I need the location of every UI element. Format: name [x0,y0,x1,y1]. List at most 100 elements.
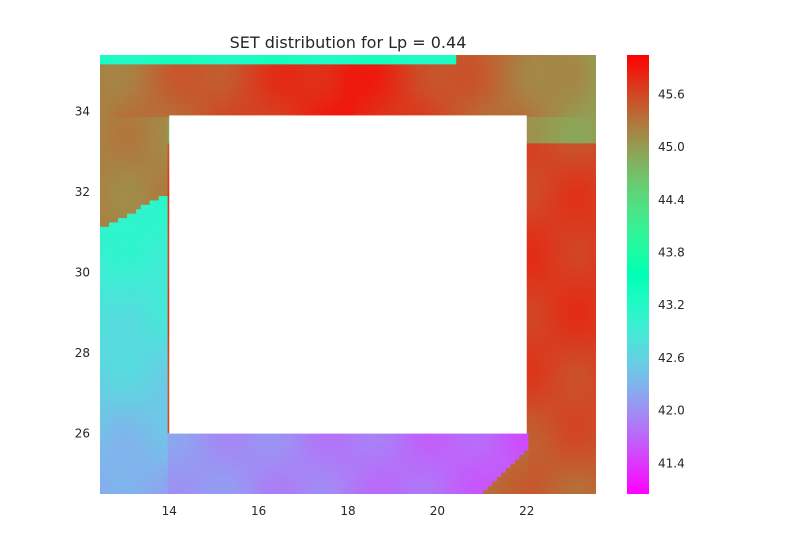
heatmap-cell [487,467,493,473]
heatmap-cell [131,393,137,399]
heatmap-cell [420,450,426,456]
heatmap-cell [361,432,367,438]
heatmap-cell [582,423,588,429]
heatmap-cell [307,485,313,491]
heatmap-cell [537,379,543,385]
heatmap-cell [573,300,579,306]
heatmap-cell [172,485,178,491]
heatmap-cell [465,489,471,494]
heatmap-cell [185,441,191,447]
heatmap-cell [550,467,557,473]
heatmap-cell [100,472,106,478]
heatmap-cell [145,436,151,442]
heatmap-cell [550,305,557,311]
heatmap-cell [514,445,520,451]
heatmap-cell [532,450,538,456]
heatmap-cell [145,331,151,337]
heatmap-cell [118,485,124,491]
heatmap-cell [447,458,453,464]
heatmap-cell [442,458,448,464]
heatmap-cell [154,388,160,394]
heatmap-cell [113,349,119,355]
heatmap-cell [100,480,106,486]
heatmap-cell [532,349,538,355]
heatmap-cell [591,340,596,346]
heatmap-cell [532,445,538,451]
heatmap-cell [325,472,331,478]
heatmap-cell [338,480,345,486]
heatmap-cell [338,489,345,494]
heatmap-cell [537,401,543,407]
heatmap-cell [100,485,106,491]
heatmap-cell [118,309,124,315]
heatmap-cell [366,476,372,482]
heatmap-cell [118,480,124,486]
heatmap-cell [131,349,137,355]
heatmap-cell [190,489,196,494]
heatmap-cell [118,318,124,324]
heatmap-cell [357,463,363,469]
heatmap-cell [176,489,182,494]
heatmap-cell [257,450,263,456]
heatmap-cell [550,401,557,407]
heatmap-cell [532,318,538,324]
heatmap-cell [546,388,552,394]
heatmap-cell [131,331,137,337]
heatmap-cell [586,480,593,486]
heatmap-cell [167,476,173,482]
heatmap-cell [149,371,155,377]
heatmap-cell [573,296,579,302]
heatmap-cell [573,397,579,403]
heatmap-cell [546,450,552,456]
heatmap-cell [118,357,124,363]
heatmap-cell [203,450,209,456]
heatmap-cell [158,388,164,394]
heatmap-cell [320,489,327,494]
heatmap-cell [568,432,575,438]
heatmap-cell [348,441,354,447]
heatmap-cell [582,349,588,355]
heatmap-cell [271,458,277,464]
heatmap-cell [568,344,575,350]
heatmap-cell [568,419,575,425]
heatmap-cell [541,344,547,350]
heatmap-cell [568,406,575,412]
heatmap-cell [275,463,281,469]
heatmap-cell [577,353,584,359]
heatmap-cell [514,454,520,460]
heatmap-cell [118,489,124,494]
heatmap-cell [586,432,593,438]
heatmap-cell [523,463,529,469]
heatmap-cell [253,476,259,482]
heatmap-cell [176,436,182,442]
heatmap-cell [122,388,128,394]
heatmap-cell [136,410,142,416]
heatmap-cell [118,419,124,425]
heatmap-cell [582,357,588,363]
heatmap-cell [514,480,520,486]
heatmap-cell [415,467,421,473]
heatmap-cell [226,485,232,491]
heatmap-cell [487,485,493,491]
heatmap-cell [293,458,299,464]
heatmap-cell [402,485,408,491]
heatmap-cell [460,463,466,469]
heatmap-cell [528,428,534,434]
heatmap-cell [546,414,552,420]
heatmap-cell [113,331,119,337]
heatmap-cell [280,476,286,482]
heatmap-cell [501,485,507,491]
heatmap-cell [235,489,241,494]
heatmap-cell [501,489,507,494]
heatmap-cell [555,371,561,377]
heatmap-cell [194,467,200,473]
heatmap-cell [145,318,151,324]
heatmap-cell [316,458,322,464]
heatmap-cell [519,454,525,460]
heatmap-cell [325,441,331,447]
heatmap-cell [361,480,367,486]
heatmap-cell [591,353,596,359]
heatmap-cell [532,340,538,346]
heatmap-cell [122,366,128,372]
heatmap-cell [519,485,525,491]
